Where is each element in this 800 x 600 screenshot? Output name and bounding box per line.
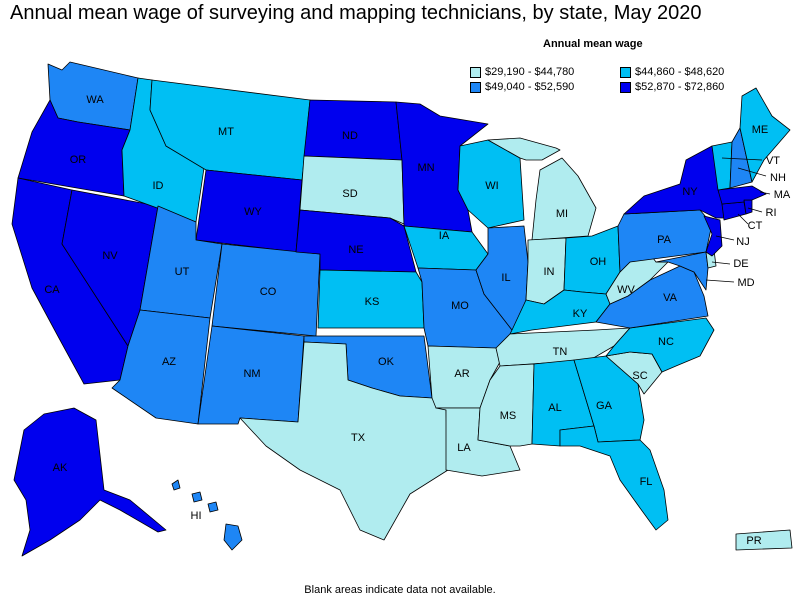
state-pr[interactable] [735, 529, 793, 551]
legend-swatch [470, 81, 481, 93]
legend-swatch [620, 81, 631, 93]
state-label-vt: VT [766, 155, 780, 167]
legend-item-bin-1: $29,190 - $44,780 [470, 66, 574, 78]
state-label-id: ID [153, 180, 164, 192]
state-label-wa: WA [86, 94, 104, 106]
state-label-pr: PR [746, 535, 761, 547]
state-label-de: DE [733, 258, 748, 270]
legend-swatch [470, 66, 481, 78]
legend-label: $29,190 - $44,780 [485, 66, 575, 78]
state-me[interactable] [739, 87, 791, 183]
state-label-la: LA [457, 442, 471, 454]
state-label-tx: TX [351, 432, 366, 444]
legend-label: $52,870 - $72,860 [635, 81, 725, 93]
state-label-il: IL [501, 272, 510, 284]
map-title: Annual mean wage of surveying and mappin… [10, 2, 702, 24]
state-label-ar: AR [454, 368, 469, 380]
state-label-mi: MI [556, 208, 568, 220]
legend-item-bin-3: $49,040 - $52,590 [470, 81, 574, 93]
state-label-hi: HI [191, 510, 202, 522]
state-label-mo: MO [451, 300, 469, 312]
state-label-ct: CT [748, 220, 763, 232]
state-label-mn: MN [417, 162, 434, 174]
state-label-pa: PA [657, 234, 672, 246]
state-label-wi: WI [485, 180, 498, 192]
state-label-co: CO [260, 286, 277, 298]
state-label-nh: NH [770, 172, 786, 184]
state-nc[interactable] [605, 317, 715, 373]
state-ny[interactable] [623, 145, 725, 219]
state-label-nd: ND [342, 130, 358, 142]
legend-swatch [620, 66, 631, 78]
state-label-sd: SD [342, 188, 357, 200]
state-label-ny: NY [682, 186, 698, 198]
state-label-ks: KS [365, 296, 380, 308]
state-tx[interactable] [239, 341, 449, 541]
state-label-nj: NJ [736, 236, 749, 248]
state-mi[interactable] [487, 137, 597, 241]
state-label-ne: NE [348, 244, 363, 256]
legend-label: $49,040 - $52,590 [485, 81, 575, 93]
state-nj[interactable] [703, 215, 723, 257]
state-tn[interactable] [495, 327, 631, 367]
state-label-md: MD [737, 277, 754, 289]
state-label-ky: KY [573, 308, 588, 320]
state-ct[interactable] [721, 201, 747, 221]
state-ma[interactable] [717, 185, 767, 205]
state-label-tn: TN [553, 346, 568, 358]
state-label-ca: CA [44, 284, 60, 296]
state-label-oh: OH [590, 256, 607, 268]
state-label-ri: RI [766, 207, 777, 219]
state-ak[interactable] [13, 407, 167, 557]
state-label-sc: SC [632, 370, 647, 382]
state-label-ma: MA [774, 189, 791, 201]
state-hi[interactable] [171, 479, 243, 551]
state-label-ia: IA [439, 230, 450, 242]
state-label-ut: UT [175, 266, 190, 278]
state-label-mt: MT [218, 126, 234, 138]
state-label-or: OR [70, 154, 87, 166]
state-label-nv: NV [102, 250, 118, 262]
state-label-al: AL [548, 402, 561, 414]
state-label-az: AZ [162, 356, 176, 368]
state-label-ak: AK [53, 462, 68, 474]
legend-label: $44,860 - $48,620 [635, 66, 725, 78]
state-label-nc: NC [658, 336, 674, 348]
state-sd[interactable] [299, 155, 405, 225]
state-az[interactable] [111, 309, 211, 425]
state-label-in: IN [544, 266, 555, 278]
state-label-nm: NM [243, 368, 260, 380]
legend-title: Annual mean wage [543, 38, 643, 50]
state-fl[interactable] [559, 425, 669, 531]
state-label-wy: WY [244, 206, 262, 218]
state-label-ms: MS [500, 410, 517, 422]
legend-item-bin-2: $44,860 - $48,620 [620, 66, 724, 78]
state-label-fl: FL [640, 476, 653, 488]
state-label-ok: OK [378, 356, 395, 368]
label-leader-lines [705, 157, 771, 283]
state-label-ga: GA [596, 400, 613, 412]
legend-item-bin-4: $52,870 - $72,860 [620, 81, 724, 93]
state-label-va: VA [663, 292, 678, 304]
footnote: Blank areas indicate data not available. [304, 584, 496, 596]
state-labels: WA OR CA NV ID MT WY UT AZ CO NM ND SD N… [44, 94, 791, 547]
state-label-me: ME [752, 124, 769, 136]
state-label-wv: WV [617, 284, 635, 296]
